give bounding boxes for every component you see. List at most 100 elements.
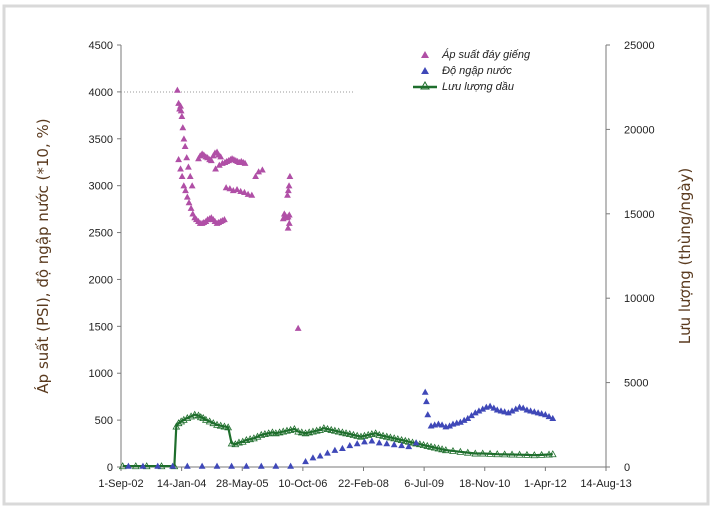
- oil-rate-point: [238, 437, 247, 445]
- water-cut-point: [493, 406, 501, 413]
- left-tick-label: 500: [95, 415, 113, 427]
- water-cut-point: [309, 454, 317, 461]
- oil-rate-point: [319, 424, 328, 432]
- oil-rate-point: [205, 417, 214, 425]
- oil-rate-point: [349, 430, 358, 438]
- pressure-point: [244, 190, 252, 197]
- oil-rate-point: [353, 431, 362, 439]
- pressure-point: [181, 142, 189, 149]
- oil-rate-point: [224, 423, 233, 431]
- x-tick-label: 18-Nov-10: [459, 478, 510, 490]
- oil-rate-point: [174, 419, 183, 427]
- pressure-point: [241, 188, 248, 195]
- left-tick-label: 3500: [89, 134, 113, 146]
- water-cut-point: [398, 442, 405, 449]
- water-cut-point: [446, 422, 453, 429]
- pressure-point: [177, 107, 185, 114]
- water-cut-point: [339, 444, 346, 451]
- water-cut-point: [471, 409, 479, 416]
- right-tick-label: 25000: [624, 40, 655, 52]
- water-cut-point: [331, 446, 339, 453]
- oil-rate-point: [177, 417, 186, 425]
- pressure-point: [255, 168, 263, 175]
- chart-border: [2, 4, 710, 506]
- oil-rate-point: [500, 450, 509, 458]
- oil-rate-point: [231, 440, 240, 448]
- x-tick-label: 28-May-05: [216, 478, 269, 490]
- water-cut-point: [213, 462, 221, 469]
- oil-rate-point: [209, 419, 218, 427]
- water-cut-point: [460, 416, 468, 423]
- water-cut-point: [538, 410, 546, 417]
- water-cut-point: [508, 407, 516, 414]
- pressure-point: [177, 165, 184, 172]
- water-cut-point: [316, 452, 324, 459]
- water-cut-point: [438, 421, 446, 428]
- oil-rate-point: [441, 446, 450, 454]
- oil-rate-point: [118, 462, 127, 470]
- oil-rate-point: [486, 449, 494, 457]
- x-tick-label: 22-Feb-08: [338, 478, 389, 490]
- pressure-point: [284, 191, 291, 198]
- oil-rate-point: [401, 436, 410, 444]
- legend-marker-oil: [420, 80, 430, 90]
- oil-rate-point: [345, 430, 354, 438]
- water-cut-point: [324, 449, 331, 456]
- oil-rate-point: [297, 428, 306, 436]
- left-y-ticks: 0 500 1000 1500 2000 2500 3000 3500 4000 4500: [89, 40, 121, 474]
- legend-label-watercut: Độ ngập nước: [442, 65, 512, 77]
- oil-rate-point: [449, 446, 457, 454]
- oil-rate-point: [530, 451, 539, 459]
- pressure-point: [178, 112, 186, 119]
- oil-rate-point: [268, 428, 277, 436]
- oil-rate-point: [227, 439, 236, 447]
- oil-rate-point: [179, 415, 188, 423]
- oil-rate-point: [423, 441, 432, 449]
- legend-marker-watercut: [421, 67, 429, 74]
- water-cut-point: [527, 407, 534, 414]
- oil-rate-point: [172, 422, 181, 430]
- oil-rate-point: [508, 450, 516, 458]
- oil-rate-point: [537, 450, 546, 458]
- oil-rate-point: [419, 441, 428, 449]
- right-tick-label: 0: [624, 462, 630, 474]
- water-cut-point: [169, 462, 177, 469]
- pressure-point: [285, 182, 293, 189]
- oil-rate-point: [515, 450, 524, 458]
- water-cut-point: [424, 411, 432, 418]
- water-cut-point: [154, 462, 162, 469]
- oil-rate-point: [220, 422, 229, 430]
- series-water-cut: [124, 388, 557, 469]
- pressure-point: [180, 182, 188, 189]
- pressure-point: [215, 161, 223, 168]
- water-cut-point: [383, 440, 391, 447]
- oil-rate-point: [386, 433, 395, 441]
- water-cut-point: [421, 388, 429, 395]
- water-cut-point: [183, 462, 191, 469]
- oil-rate-point: [463, 448, 472, 456]
- pressure-point: [186, 172, 194, 180]
- oil-rate-point: [323, 424, 332, 432]
- pressure-point: [173, 86, 181, 93]
- legend-marker-pressure: [421, 51, 429, 58]
- water-cut-point: [124, 462, 132, 469]
- oil-rate-point: [250, 434, 258, 442]
- x-tick-label: 6-Jul-09: [404, 478, 444, 490]
- legend-label-oil: Lưu lượng dầu: [442, 81, 514, 93]
- water-cut-point: [519, 404, 527, 411]
- pressure-point: [182, 186, 189, 194]
- oil-rate-point: [456, 447, 465, 455]
- water-cut-point: [375, 439, 383, 446]
- left-tick-label: 2000: [89, 274, 113, 286]
- pressure-point: [177, 102, 184, 109]
- oil-rate-point: [478, 449, 487, 457]
- oil-rate-point: [338, 428, 347, 436]
- water-cut-point: [464, 414, 472, 421]
- pressure-point: [175, 156, 182, 163]
- oil-rate-point: [493, 450, 502, 458]
- pressure-point: [178, 172, 186, 180]
- pressure-point: [185, 163, 192, 170]
- pressure-point: [226, 185, 234, 192]
- x-ticks: 1-Sep-02 14-Jan-04 28-May-05 10-Oct-06 22-Fe…: [98, 467, 632, 490]
- water-cut-point: [549, 414, 557, 421]
